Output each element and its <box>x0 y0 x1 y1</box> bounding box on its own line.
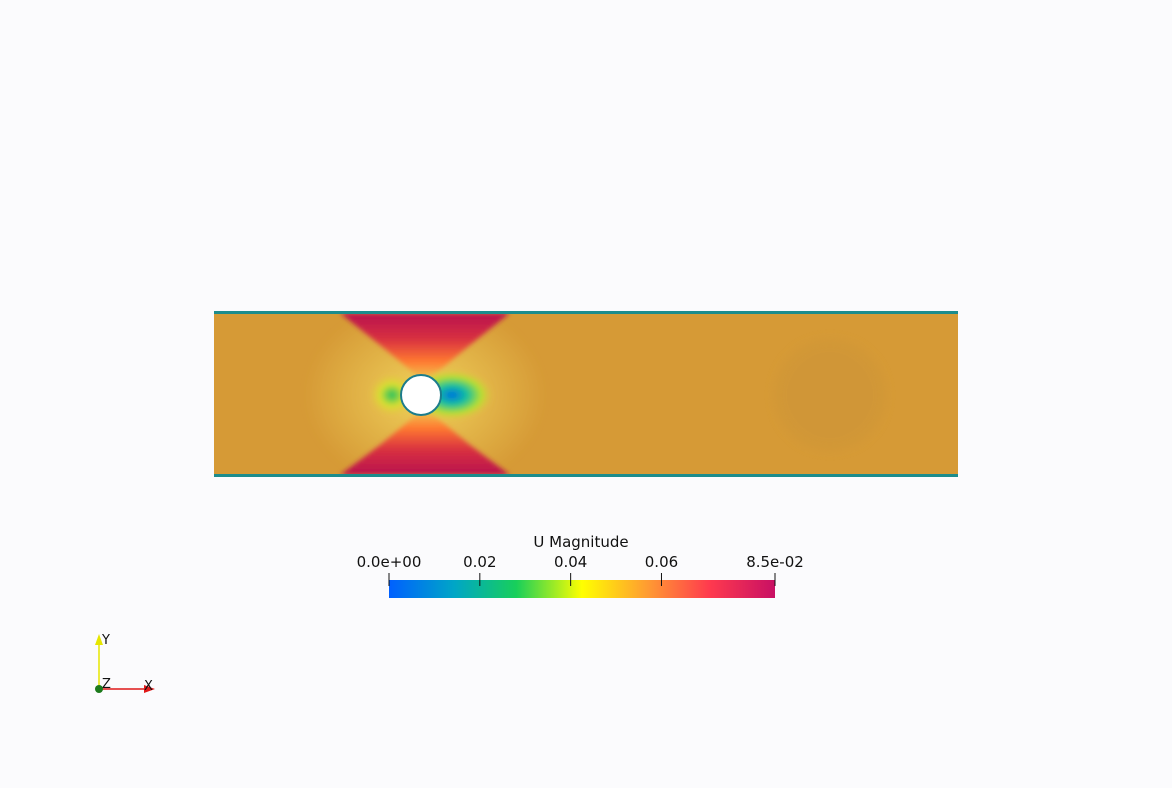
jet-top <box>340 313 510 378</box>
downstream-pattern <box>775 340 885 450</box>
cylinder-obstacle <box>400 374 442 416</box>
flow-field <box>214 311 958 477</box>
x-axis-label: X <box>144 679 153 694</box>
colorbar-tick-label: 0.0e+00 <box>356 553 422 571</box>
bottom-wall <box>214 474 958 477</box>
colorbar-gradient <box>389 580 775 598</box>
top-wall <box>214 311 958 314</box>
colorbar-tick-label: 0.06 <box>644 553 679 571</box>
z-axis-label: Z <box>102 677 111 692</box>
colorbar-ticks <box>388 573 776 586</box>
y-axis-label: Y <box>101 633 110 648</box>
colorbar-tick-label: 0.02 <box>463 553 497 571</box>
jet-bottom <box>340 412 510 475</box>
colorbar-tick-label: 0.04 <box>553 553 588 571</box>
x-axis-arrow <box>144 685 155 693</box>
y-axis-arrow <box>95 634 103 645</box>
axes-triad[interactable]: Y X Z <box>95 633 155 694</box>
colorbar-tick-label: 8.5e-02 <box>746 553 804 571</box>
colorbar-title: U Magnitude <box>533 533 629 551</box>
colorbar <box>388 573 776 598</box>
z-axis-dot <box>95 685 103 693</box>
